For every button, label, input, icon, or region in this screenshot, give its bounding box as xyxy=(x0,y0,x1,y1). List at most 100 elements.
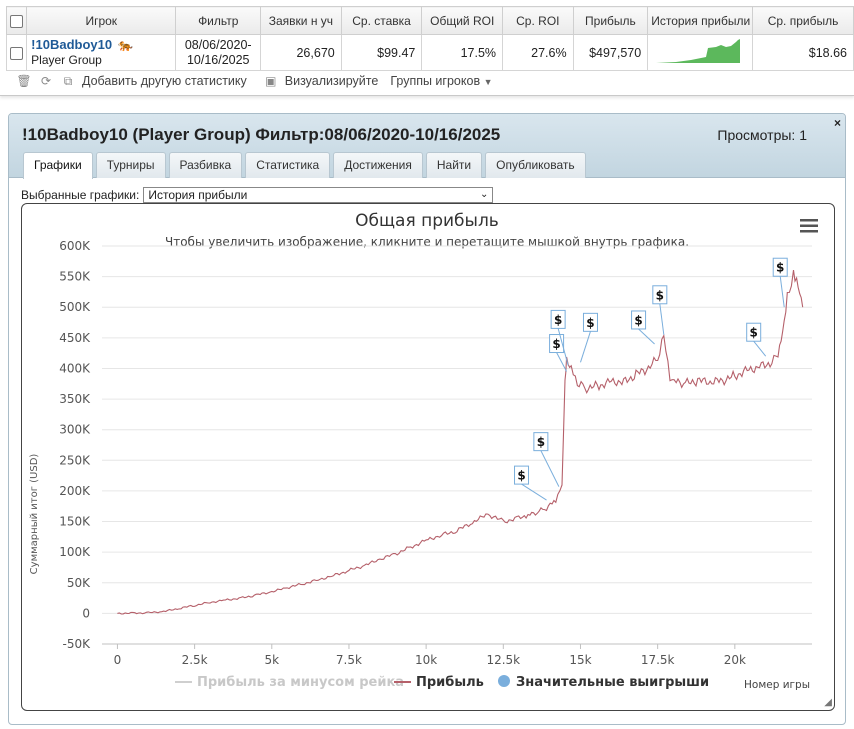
tab-breakdown[interactable]: Разбивка xyxy=(168,152,243,178)
y-axis-title: Суммарный итог (USD) xyxy=(29,454,40,575)
legend-item-big-wins[interactable]: Значительные выигрыши xyxy=(498,675,709,690)
stats-area: Игрок Фильтр Заявки н уч Ср. ставка Общи… xyxy=(0,0,854,96)
chart-series xyxy=(117,270,804,615)
trash-icon[interactable]: 🗑 xyxy=(16,74,32,88)
x-tick-label: 0 xyxy=(114,653,122,667)
chart-container[interactable]: Общая прибыль Чтобы увеличить изображени… xyxy=(21,203,835,711)
big-win-stem xyxy=(580,331,591,363)
big-win-stem xyxy=(557,328,569,366)
menu-bar xyxy=(800,224,818,227)
stats-table: Игрок Фильтр Заявки н уч Ср. ставка Общи… xyxy=(5,6,854,71)
big-win-stem xyxy=(779,276,785,308)
resize-handle-icon[interactable]: ◢ xyxy=(824,697,832,708)
add-stats-link[interactable]: Добавить другую статистику xyxy=(82,74,247,88)
legend-item-rake[interactable]: Прибыль за минусом рейка xyxy=(175,675,404,690)
big-wins: $ $ $ $ $ $ $ $ $ xyxy=(514,257,788,501)
col-header-avg-roi[interactable]: Ср. ROI xyxy=(502,6,574,35)
big-win-label: $ xyxy=(634,313,642,327)
big-win-flag xyxy=(582,312,598,332)
col-header-avg-stake[interactable]: Ср. ставка xyxy=(340,6,423,35)
legend-item-profit[interactable]: Прибыль xyxy=(394,675,484,690)
caret-down-icon: ▼ xyxy=(483,77,493,87)
player-group-label: Player Group xyxy=(31,53,102,67)
y-tick-label: 200K xyxy=(59,484,91,498)
avg-roi-cell: 27.6% xyxy=(502,34,574,71)
tab-charts[interactable]: Графики xyxy=(23,152,93,179)
x-axis-title: Номер игры xyxy=(744,679,810,691)
x-tick-label: 7.5k xyxy=(336,653,362,667)
col-header-player[interactable]: Игрок xyxy=(26,6,177,35)
x-tick-label: 17.5k xyxy=(641,653,675,667)
close-icon[interactable]: × xyxy=(833,116,841,130)
row-select-cell xyxy=(5,34,28,71)
tiger-icon: 🐅 xyxy=(118,38,134,52)
big-win-flag xyxy=(514,465,530,485)
y-tick-label: 50K xyxy=(67,576,91,590)
visualize-link[interactable]: Визуализируйте xyxy=(284,74,379,88)
player-groups-label: Группы игроков xyxy=(390,74,481,88)
big-win-flag xyxy=(533,432,549,452)
big-win-flag xyxy=(652,285,668,305)
chart-selector-value: История прибыли xyxy=(148,188,248,202)
player-cell: !10Badboy10 🐅 Player Group xyxy=(26,34,177,71)
player-name-link[interactable]: !10Badboy10 xyxy=(31,37,113,52)
legend-big-wins-label: Значительные выигрыши xyxy=(516,675,709,690)
profit-chart[interactable]: Общая прибыль Чтобы увеличить изображени… xyxy=(22,204,833,709)
chart-selector[interactable]: История прибыли ⌄ xyxy=(143,187,494,203)
col-header-entries[interactable]: Заявки н уч xyxy=(260,6,342,35)
y-tick-label: 250K xyxy=(59,453,91,467)
big-win-label: $ xyxy=(517,469,525,483)
y-tick-label: 150K xyxy=(59,515,91,529)
y-tick-label: 550K xyxy=(59,270,91,284)
image-icon: ▣ xyxy=(265,74,277,88)
big-win-label: $ xyxy=(554,313,562,327)
col-header-profit[interactable]: Прибыль xyxy=(572,6,649,35)
tab-publish[interactable]: Опубликовать xyxy=(485,152,586,178)
big-win-flag xyxy=(772,257,788,277)
profit-history-cell[interactable] xyxy=(647,34,754,71)
col-header-avg-profit[interactable]: Ср. прибыль xyxy=(752,6,854,35)
tab-achievements[interactable]: Достижения xyxy=(333,152,423,178)
y-tick-label: -50K xyxy=(63,637,92,651)
x-tick-label: 10k xyxy=(415,653,437,667)
legend-rake-label: Прибыль за минусом рейка xyxy=(197,675,404,690)
chart-selector-label: Выбранные графики: xyxy=(21,188,140,202)
y-tick-label: 0 xyxy=(82,606,90,620)
select-all-checkbox[interactable] xyxy=(10,14,24,28)
y-tick-label: 300K xyxy=(59,423,91,437)
y-axis: -50K 0 50K 100K 150K 200K 250K 300K 350K 400K 450K… xyxy=(59,239,91,651)
menu-bar xyxy=(800,219,818,222)
filter-cell: 08/06/2020- 10/16/2025 xyxy=(175,34,262,71)
big-win-label: $ xyxy=(586,316,594,330)
big-win-stem xyxy=(521,483,547,501)
big-win-stem xyxy=(659,303,665,335)
row-checkbox[interactable] xyxy=(10,46,24,60)
stats-header-row: Игрок Фильтр Заявки н уч Ср. ставка Общи… xyxy=(5,6,854,35)
col-header-profit-history[interactable]: История прибыли xyxy=(647,6,754,35)
tab-find[interactable]: Найти xyxy=(425,152,483,178)
y-tick-label: 400K xyxy=(59,361,91,375)
tab-tournaments[interactable]: Турниры xyxy=(95,152,166,178)
chart-title: Общая прибыль xyxy=(355,211,499,231)
profit-sparkline[interactable] xyxy=(656,38,746,64)
refresh-icon[interactable]: ⟳ xyxy=(40,74,52,88)
legend-big-wins-swatch xyxy=(498,675,510,687)
avg-profit-cell: $18.66 xyxy=(752,34,854,71)
chart-menu-icon[interactable] xyxy=(800,219,818,233)
legend-profit-label: Прибыль xyxy=(416,675,484,690)
tab-statistics[interactable]: Статистика xyxy=(245,152,331,178)
col-header-filter[interactable]: Фильтр xyxy=(175,6,262,35)
big-win-flag xyxy=(631,310,647,330)
player-panel: !10Badboy10 (Player Group) Фильтр:08/06/… xyxy=(8,113,846,725)
select-all-header xyxy=(5,6,28,35)
col-header-total-roi[interactable]: Общий ROI xyxy=(421,6,504,35)
filter-start: 08/06/2020- xyxy=(184,37,252,52)
player-groups-dropdown[interactable]: Группы игроков ▼ xyxy=(390,74,492,88)
big-win-label: $ xyxy=(776,261,784,275)
big-win-stem xyxy=(638,328,655,345)
chart-selector-row: Выбранные графики: История прибыли ⌄ xyxy=(21,187,494,203)
total-roi-cell: 17.5% xyxy=(421,34,504,71)
panel-header: !10Badboy10 (Player Group) Фильтр:08/06/… xyxy=(9,114,845,179)
table-row: !10Badboy10 🐅 Player Group 08/06/2020- 10… xyxy=(5,34,854,71)
x-tick-label: 2.5k xyxy=(182,653,208,667)
